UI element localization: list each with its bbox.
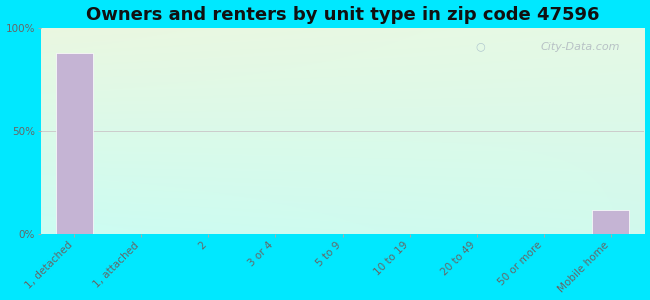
Title: Owners and renters by unit type in zip code 47596: Owners and renters by unit type in zip c…	[86, 6, 599, 24]
Text: City-Data.com: City-Data.com	[541, 42, 620, 52]
Text: ○: ○	[475, 41, 485, 51]
Bar	[592, 210, 629, 234]
Bar	[56, 53, 92, 234]
